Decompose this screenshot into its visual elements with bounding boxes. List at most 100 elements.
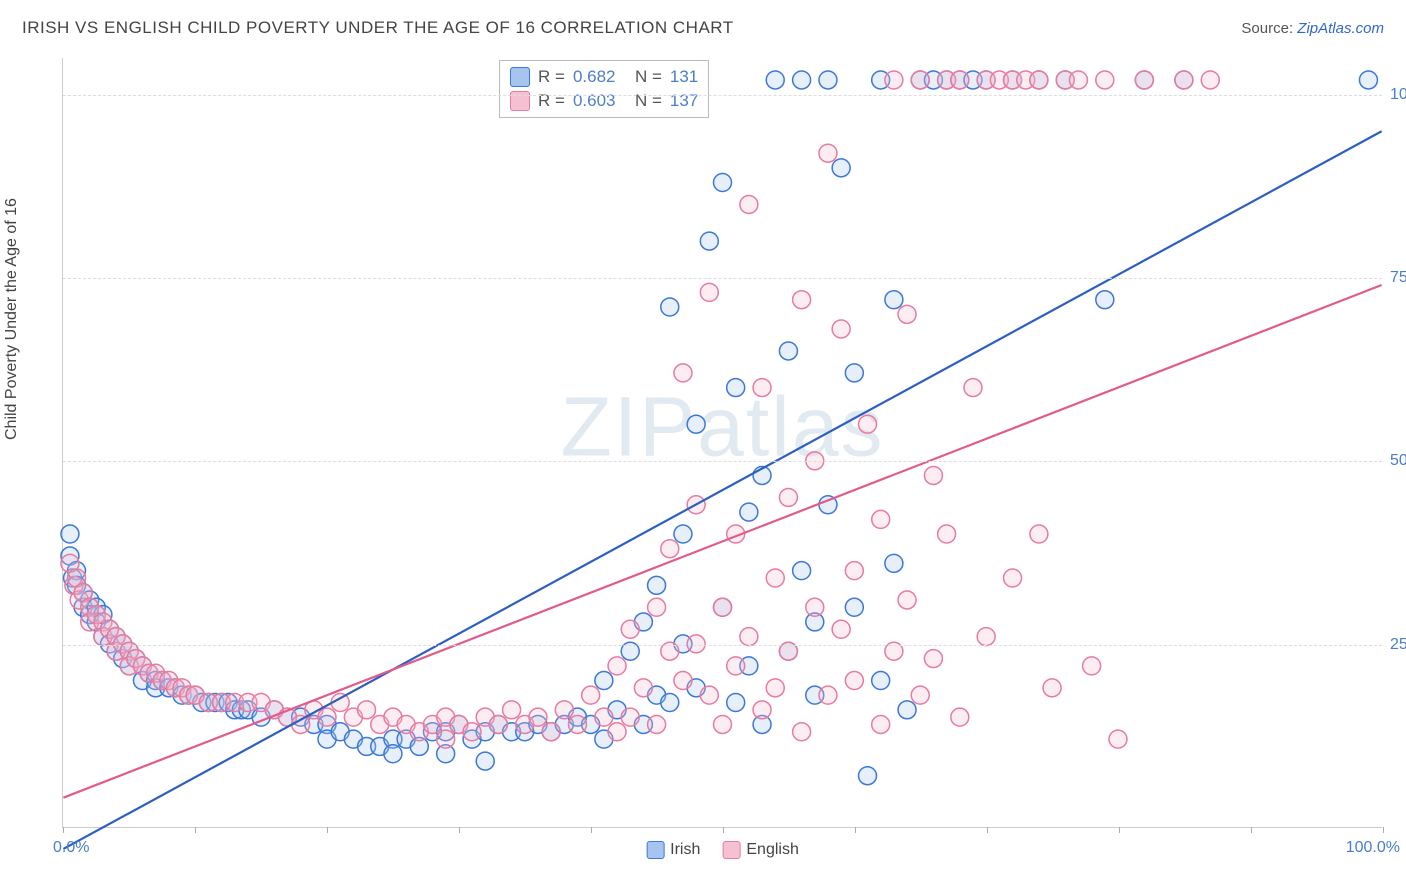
data-point — [582, 686, 600, 704]
x-tick — [1251, 827, 1252, 833]
data-point — [872, 672, 890, 690]
data-point — [358, 701, 376, 719]
data-point — [661, 694, 679, 712]
data-point — [555, 701, 573, 719]
data-point — [661, 540, 679, 558]
scatter-plot-svg — [63, 58, 1382, 827]
legend-label: Irish — [670, 841, 700, 859]
data-point — [714, 715, 732, 733]
data-point — [569, 715, 587, 733]
legend-bottom: Irish English — [646, 841, 799, 859]
r-value: 0.682 — [573, 67, 627, 87]
data-point — [951, 708, 969, 726]
legend-label: English — [746, 841, 798, 859]
correlation-stats-box: R = 0.682 N = 131 R = 0.603 N = 137 — [499, 60, 709, 118]
x-axis-min-label: 0.0% — [53, 839, 89, 857]
data-point — [911, 71, 929, 89]
data-point — [437, 730, 455, 748]
data-point — [700, 232, 718, 250]
gridline — [63, 645, 1382, 646]
y-tick-label: 50.0% — [1390, 452, 1406, 470]
source-attribution: Source: ZipAtlas.com — [1241, 20, 1384, 37]
legend-swatch — [722, 841, 740, 859]
data-point — [766, 71, 784, 89]
data-point — [621, 620, 639, 638]
n-value: 131 — [670, 67, 698, 87]
data-point — [911, 686, 929, 704]
data-point — [898, 305, 916, 323]
data-point — [727, 694, 745, 712]
data-point — [766, 679, 784, 697]
gridline — [63, 95, 1382, 96]
y-tick-label: 25.0% — [1390, 636, 1406, 654]
x-tick — [459, 827, 460, 833]
data-point — [595, 708, 613, 726]
data-point — [1030, 525, 1048, 543]
data-point — [845, 672, 863, 690]
gridline — [63, 461, 1382, 462]
data-point — [753, 379, 771, 397]
chart-header: IRISH VS ENGLISH CHILD POVERTY UNDER THE… — [0, 0, 1406, 46]
data-point — [832, 320, 850, 338]
data-point — [648, 576, 666, 594]
data-point — [832, 159, 850, 177]
data-point — [292, 715, 310, 733]
data-point — [648, 715, 666, 733]
data-point — [740, 503, 758, 521]
data-point — [806, 598, 824, 616]
y-tick-label: 75.0% — [1390, 269, 1406, 287]
data-point — [595, 672, 613, 690]
data-point — [1096, 291, 1114, 309]
data-point — [529, 708, 547, 726]
x-tick — [327, 827, 328, 833]
data-point — [1083, 657, 1101, 675]
data-point — [845, 364, 863, 382]
stats-row: R = 0.682 N = 131 — [510, 65, 698, 89]
data-point — [714, 598, 732, 616]
data-point — [727, 657, 745, 675]
data-point — [476, 752, 494, 770]
x-tick — [195, 827, 196, 833]
y-tick-label: 100.0% — [1390, 86, 1406, 104]
data-point — [793, 723, 811, 741]
data-point — [648, 598, 666, 616]
gridline — [63, 278, 1382, 279]
data-point — [608, 657, 626, 675]
data-point — [463, 723, 481, 741]
data-point — [977, 628, 995, 646]
data-point — [793, 562, 811, 580]
data-point — [924, 650, 942, 668]
data-point — [819, 686, 837, 704]
data-point — [1096, 71, 1114, 89]
data-point — [700, 686, 718, 704]
data-point — [793, 71, 811, 89]
x-tick — [591, 827, 592, 833]
data-point — [951, 71, 969, 89]
data-point — [61, 525, 79, 543]
data-point — [384, 745, 402, 763]
legend-swatch — [510, 67, 530, 87]
data-point — [885, 554, 903, 572]
legend-item: English — [722, 841, 798, 859]
data-point — [674, 672, 692, 690]
data-point — [845, 562, 863, 580]
data-point — [621, 708, 639, 726]
data-point — [687, 415, 705, 433]
data-point — [608, 723, 626, 741]
data-point — [740, 628, 758, 646]
data-point — [885, 71, 903, 89]
source-link[interactable]: ZipAtlas.com — [1297, 20, 1384, 37]
trend-line — [63, 131, 1381, 849]
data-point — [1359, 71, 1377, 89]
data-point — [898, 591, 916, 609]
data-point — [661, 298, 679, 316]
data-point — [1030, 71, 1048, 89]
data-point — [1175, 71, 1193, 89]
data-point — [753, 701, 771, 719]
data-point — [1135, 71, 1153, 89]
data-point — [674, 364, 692, 382]
data-point — [727, 379, 745, 397]
legend-item: Irish — [646, 841, 700, 859]
data-point — [714, 174, 732, 192]
chart-title: IRISH VS ENGLISH CHILD POVERTY UNDER THE… — [22, 18, 734, 38]
